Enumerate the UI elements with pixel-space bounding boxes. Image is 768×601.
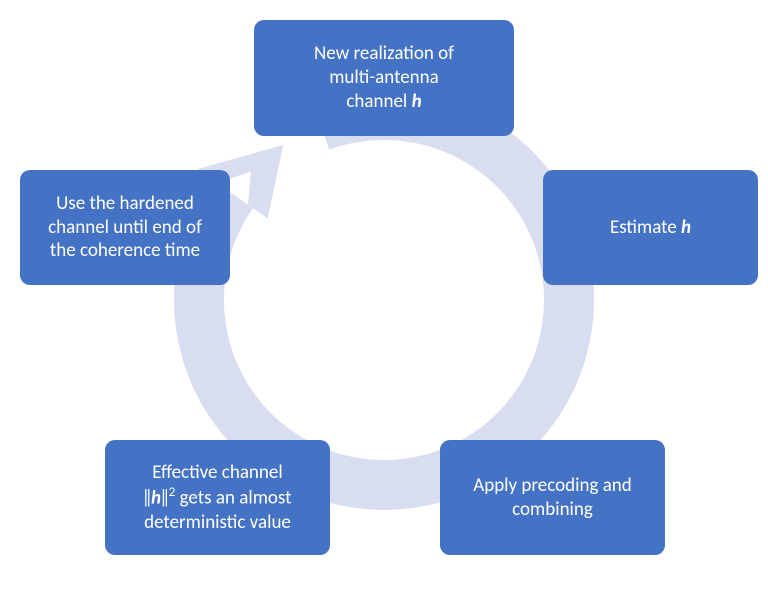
flow-node-bottom-right: Apply precoding andcombining bbox=[440, 440, 665, 555]
flow-node-bottom-left: Effective channel‖h‖2 gets an almostdete… bbox=[105, 440, 330, 555]
flow-node-top: New realization ofmulti-antennachannel h bbox=[254, 20, 514, 136]
flow-node-right: Estimate h bbox=[543, 170, 758, 285]
flow-node-left: Use the hardenedchannel until end ofthe … bbox=[20, 170, 230, 285]
diagram-canvas: New realization ofmulti-antennachannel h… bbox=[0, 0, 768, 601]
